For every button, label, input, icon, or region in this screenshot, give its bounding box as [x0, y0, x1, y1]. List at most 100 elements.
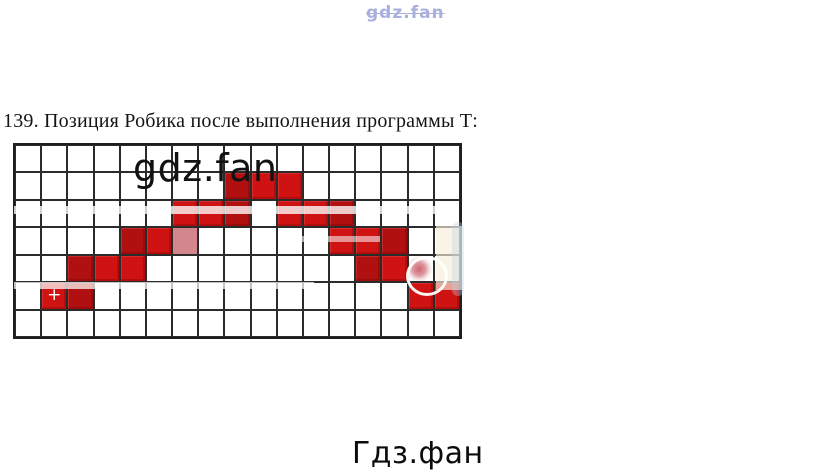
- grid-cell: [224, 282, 251, 310]
- grid-cell: [276, 309, 303, 337]
- grid-cell: [224, 199, 251, 228]
- grid-cell: [302, 282, 330, 310]
- grid-cell: +: [41, 282, 68, 310]
- grid-cell: [119, 254, 146, 283]
- grid-cell: [198, 254, 225, 283]
- grid-cell: [355, 282, 382, 310]
- grid-watermark: gdz.fan: [133, 146, 278, 190]
- grid-cell: [381, 227, 408, 255]
- grid-cell: [172, 199, 199, 228]
- grid-cell: [93, 254, 120, 283]
- grid-cell: [145, 199, 173, 228]
- robik-position-marker: +: [47, 285, 62, 306]
- grid-cell: [407, 145, 434, 173]
- grid-cell: [381, 309, 408, 337]
- grid-cell: [329, 199, 356, 228]
- grid-cell: [119, 172, 146, 200]
- grid-cell: [224, 172, 251, 200]
- grid-cell: [198, 172, 225, 200]
- grid-cell: [67, 145, 94, 173]
- grid-cell: [276, 172, 303, 200]
- grid-cell: [302, 227, 330, 255]
- grid-cell: [198, 282, 225, 310]
- grid-cell: [276, 199, 303, 228]
- grid-cell: [381, 282, 408, 310]
- grid-cell: [355, 145, 382, 173]
- grid-cell: [67, 282, 94, 310]
- grid-cell: [355, 172, 382, 200]
- grid-cell: [302, 172, 330, 200]
- grid-cell: [381, 199, 408, 228]
- grid-cell: [41, 254, 68, 283]
- grid-cell: [15, 172, 42, 200]
- problem-title: 139. Позиция Робика после выполнения про…: [3, 110, 478, 132]
- grid-cell: [119, 282, 146, 310]
- grid-cell: [67, 227, 94, 255]
- grid-cell: [329, 309, 356, 337]
- grid-cell: [329, 254, 356, 283]
- grid-cell: [93, 309, 120, 337]
- grid-cell: [15, 199, 42, 228]
- grid-cell: [302, 145, 330, 173]
- grid-cell: [433, 199, 460, 228]
- grid-cell: [407, 309, 434, 337]
- grid-cell: [433, 282, 460, 310]
- grid-cell: [172, 254, 199, 283]
- grid-cell: [329, 145, 356, 173]
- grid-cell: [276, 145, 303, 173]
- grid-cell: [433, 145, 460, 173]
- grid-cell: [355, 227, 382, 255]
- grid-cell: [67, 172, 94, 200]
- top-watermark: gdz.fan: [366, 3, 445, 23]
- grid-cell: [145, 309, 173, 337]
- grid-cell: [41, 172, 68, 200]
- grid-cell: [250, 309, 277, 337]
- grid-cell: [433, 227, 460, 255]
- grid-cell: [276, 227, 303, 255]
- grid-cell: [198, 145, 225, 173]
- grid-cell: [381, 172, 408, 200]
- grid-cell: [172, 309, 199, 337]
- grid-cell: [172, 172, 199, 200]
- grid-cell: [329, 282, 356, 310]
- grid-cell: [224, 254, 251, 283]
- grid-cell: [145, 172, 173, 200]
- grid-cell: [198, 227, 225, 255]
- grid-cell: [198, 199, 225, 228]
- grid-cell: [276, 282, 303, 310]
- grid-cell: [329, 227, 356, 255]
- grid-cell: [41, 227, 68, 255]
- grid-cell: [224, 227, 251, 255]
- grid-cell: [302, 199, 330, 228]
- grid-cell: [381, 145, 408, 173]
- grid-cell: [250, 227, 277, 255]
- grid-cell: [407, 199, 434, 228]
- grid-cell: [433, 254, 460, 283]
- grid-cell: [329, 172, 356, 200]
- grid-cell: [407, 282, 434, 310]
- grid-cell: [93, 282, 120, 310]
- grid-cell: [119, 199, 146, 228]
- grid-cell: [224, 309, 251, 337]
- grid-cell: [355, 199, 382, 228]
- grid-cell: [433, 309, 460, 337]
- grid-cell: [172, 282, 199, 310]
- bottom-watermark: Гдз.фан: [352, 436, 484, 471]
- grid-cell: [302, 309, 330, 337]
- grid-cell: [15, 227, 42, 255]
- grid-cell: [119, 309, 146, 337]
- grid-cell: [224, 145, 251, 173]
- grid-cell: [172, 227, 199, 255]
- grid-cell: [15, 254, 42, 283]
- grid-cell: [145, 145, 173, 173]
- grid-cell: [41, 309, 68, 337]
- grid-cell: [250, 172, 277, 200]
- grid-cell: [250, 254, 277, 283]
- grid-cell: [15, 309, 42, 337]
- grid-cell: [15, 282, 42, 310]
- grid-cell: [67, 199, 94, 228]
- grid-cell: [67, 309, 94, 337]
- grid-cell: [93, 172, 120, 200]
- grid-cell: [250, 145, 277, 173]
